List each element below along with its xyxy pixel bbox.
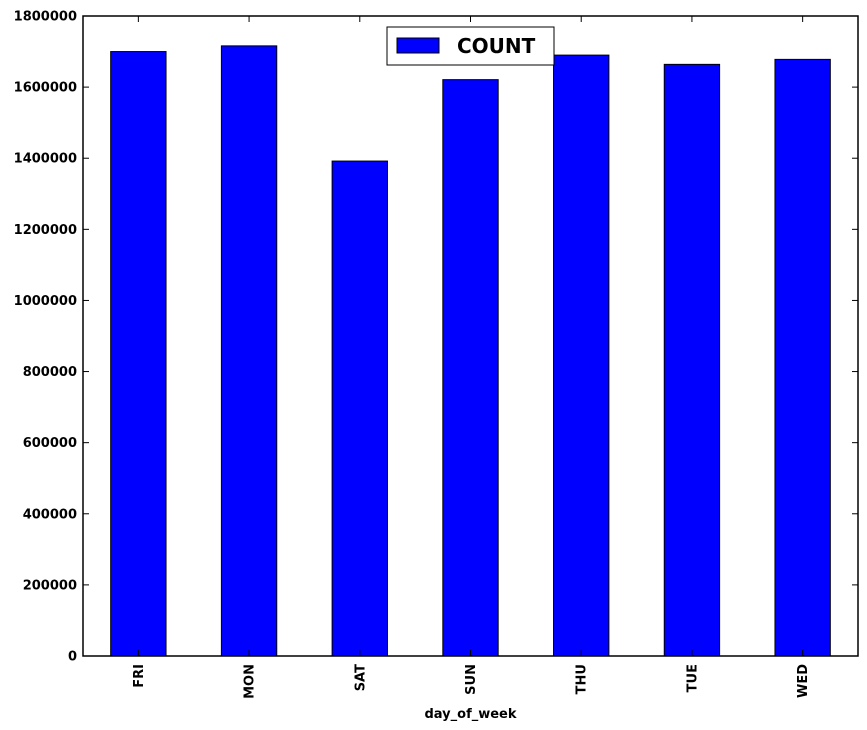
- bar-tue: [663, 63, 721, 657]
- x-tick-label: FRI: [132, 664, 147, 688]
- bar-sat: [331, 160, 388, 657]
- x-tick-label: MON: [243, 664, 258, 699]
- legend: COUNT: [386, 26, 555, 66]
- legend-swatch: [396, 37, 440, 54]
- y-tick-label: 200000: [23, 578, 77, 593]
- bars-layer: [110, 45, 831, 657]
- bar-fri: [110, 51, 167, 657]
- y-tick-label: 800000: [23, 365, 77, 380]
- y-tick-label: 1400000: [14, 152, 77, 167]
- x-tick-label: THU: [575, 664, 590, 694]
- y-axis: 0 200000 400000 600000 800000 1000000 1200000 1…: [14, 10, 858, 665]
- x-tick-label: SUN: [464, 664, 479, 695]
- x-tick-label: SAT: [353, 664, 368, 691]
- y-tick-label: 400000: [23, 507, 77, 522]
- bar-thu: [553, 54, 610, 657]
- bar-mon: [220, 45, 278, 657]
- x-tick-label: TUE: [685, 664, 700, 692]
- y-tick-label: 1000000: [14, 294, 77, 309]
- y-tick-label: 0: [68, 650, 77, 665]
- legend-label: COUNT: [457, 34, 536, 58]
- bar-wed: [774, 58, 831, 657]
- y-tick-label: 600000: [23, 436, 77, 451]
- y-tick-label: 1600000: [14, 81, 77, 96]
- y-tick-label: 1200000: [14, 223, 77, 238]
- x-tick-label: WED: [796, 664, 811, 698]
- bar-sun: [442, 79, 499, 657]
- y-tick-label: 1800000: [14, 10, 77, 25]
- x-axis-title: day_of_week: [424, 707, 516, 722]
- x-axis: FRI MON SAT SUN THU TUE WED: [132, 16, 811, 699]
